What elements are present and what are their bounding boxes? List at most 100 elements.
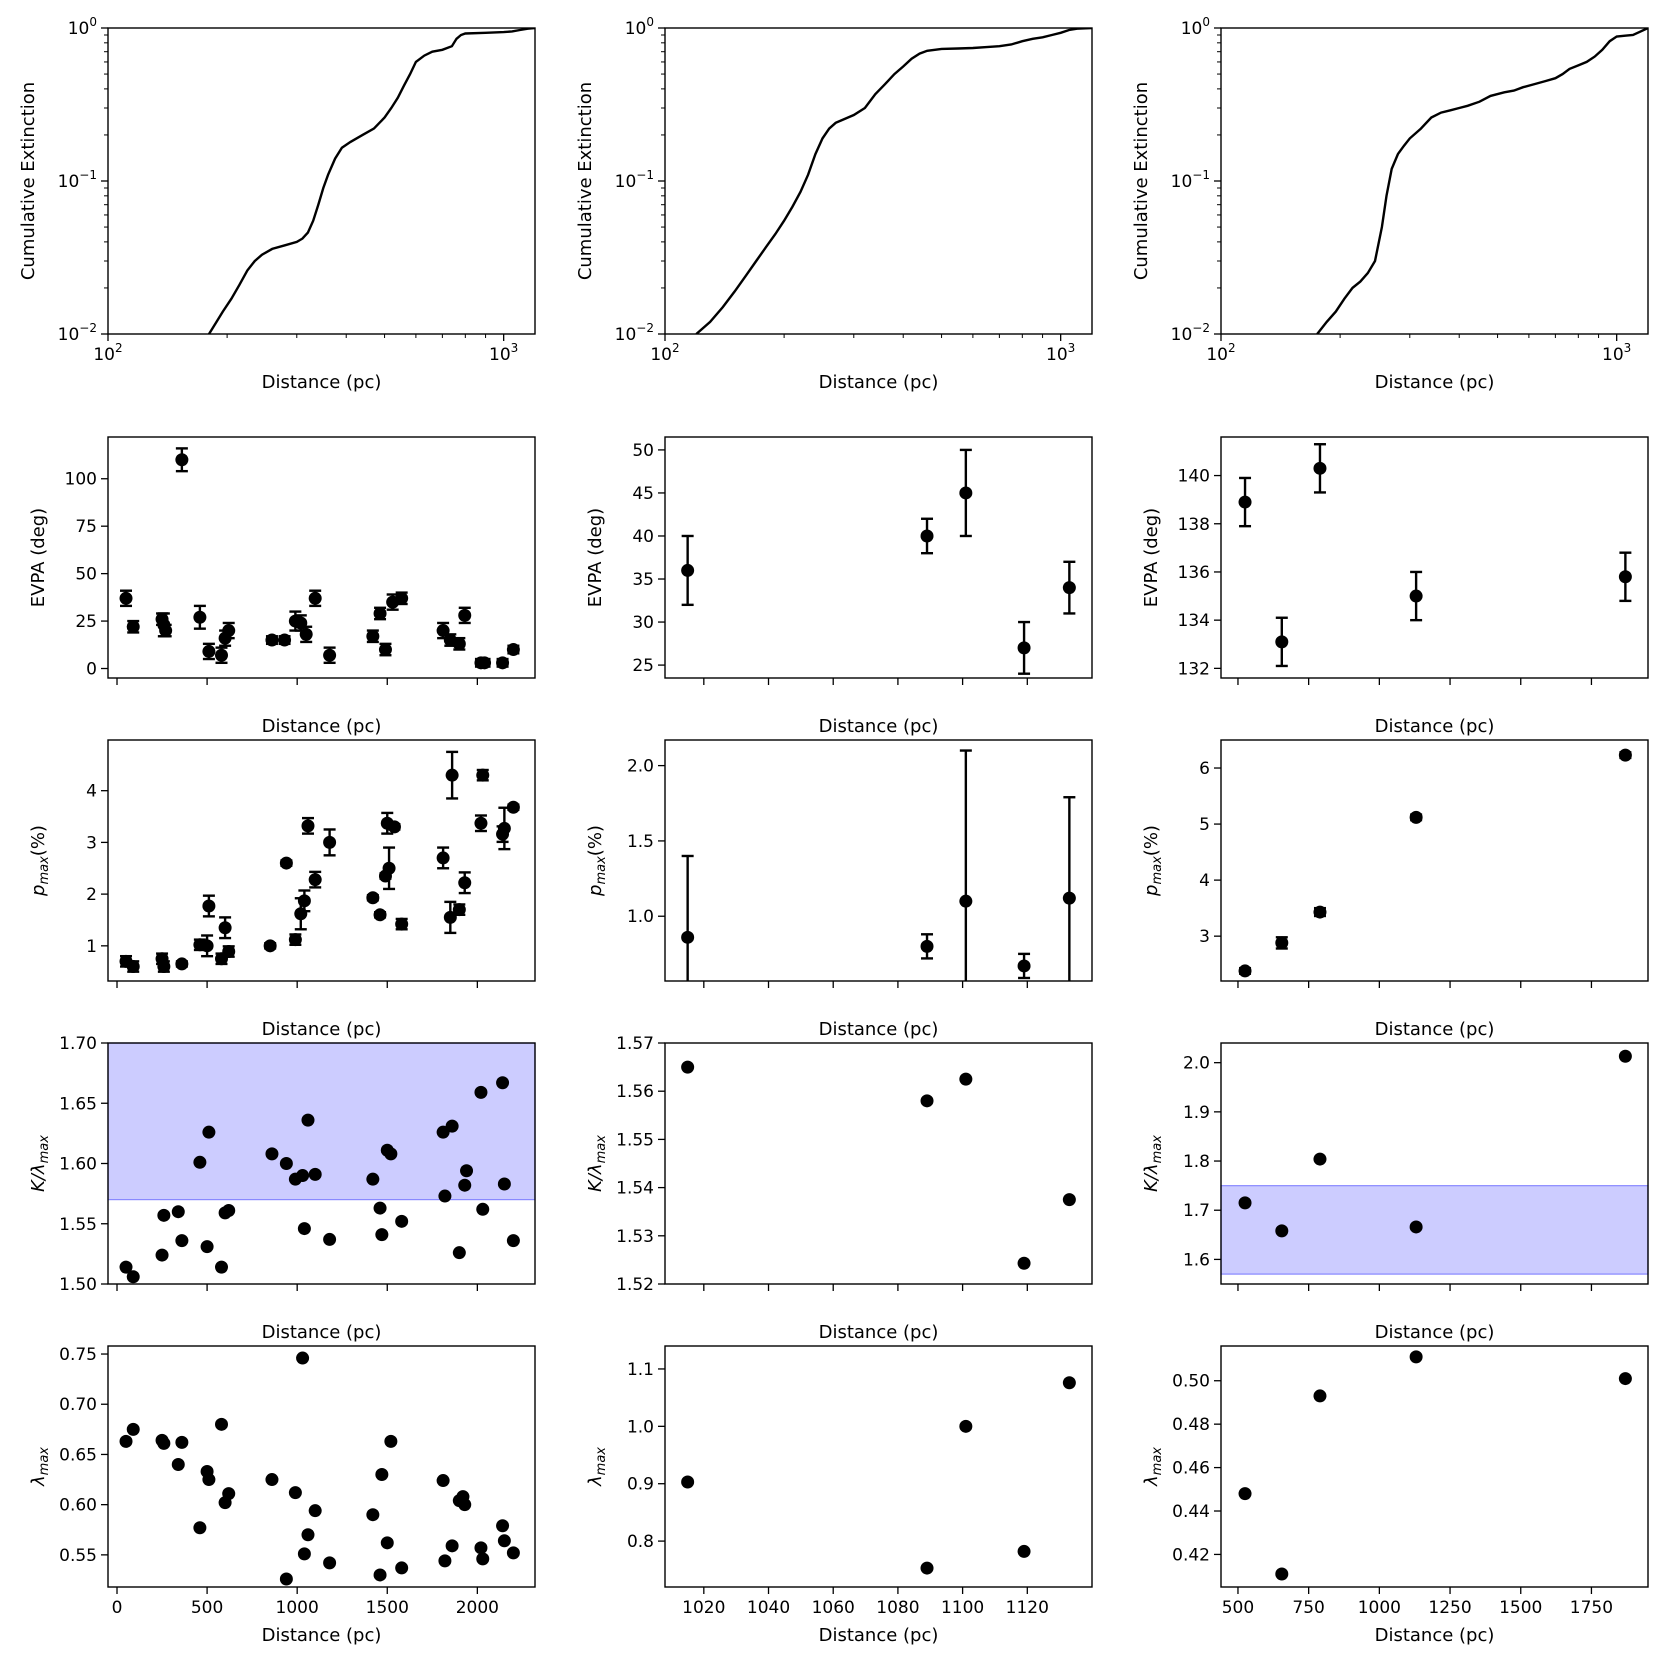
y-tick-label: 0.70 <box>59 1395 97 1415</box>
data-point <box>1062 891 1076 905</box>
x-tick-label: 1000 <box>276 1598 319 1618</box>
y-tick-label: 1.53 <box>616 1227 654 1247</box>
x-tick-label: 500 <box>1222 1598 1254 1618</box>
data-point <box>474 816 488 830</box>
data-layer <box>119 750 520 974</box>
x-tick-label: 1500 <box>366 1598 409 1618</box>
data-point <box>1618 570 1632 584</box>
data-layer <box>1316 28 1648 334</box>
x-tick-label: 500 <box>191 1598 223 1618</box>
data-point <box>297 894 311 908</box>
panel-p2: 102 103 10−2 10−1 100 Distance (pc) Cumulative… <box>575 15 1093 393</box>
data-point <box>458 1498 472 1512</box>
data-point <box>202 899 216 913</box>
data-point <box>920 1561 934 1575</box>
y-tick-label: 134 <box>1178 611 1210 631</box>
data-point <box>299 627 313 641</box>
y-tick-label: 5 <box>1199 815 1210 835</box>
panel-p14: 1020 1040 1060 1080 1100 1120 0.8 0.9 1.0 1.1 Dist… <box>585 1345 1093 1646</box>
data-point <box>681 930 695 944</box>
y-tick-label: 100 <box>68 15 97 39</box>
data-point <box>308 1504 322 1518</box>
y-axis-label: λmax <box>1141 1447 1165 1487</box>
data-point <box>288 933 302 947</box>
y-axis-label: pmax(%) <box>585 825 609 897</box>
y-tick-label: 1.8 <box>1183 1152 1210 1172</box>
data-point <box>1275 936 1289 950</box>
y-tick-label: 10−2 <box>1171 321 1210 345</box>
data-point <box>323 1556 337 1570</box>
y-tick-label: 1.55 <box>59 1215 97 1235</box>
data-point <box>126 1270 140 1284</box>
data-point <box>157 1208 171 1222</box>
data-point <box>920 939 934 953</box>
y-axis-label: λmax <box>585 1447 609 1487</box>
data-point <box>496 1519 510 1533</box>
data-point <box>1275 1567 1289 1581</box>
y-tick-label: 1.6 <box>1183 1250 1210 1270</box>
data-point <box>193 1521 207 1535</box>
panel-p3: 102 103 10−2 10−1 100 Distance (pc) Cumulative… <box>1131 15 1649 393</box>
data-point <box>366 891 380 905</box>
data-point <box>681 563 695 577</box>
y-tick-label: 0.44 <box>1172 1502 1210 1522</box>
data-point <box>474 1085 488 1099</box>
data-point <box>506 1234 520 1248</box>
data-point <box>384 1147 398 1161</box>
y-tick-label: 1.56 <box>616 1082 654 1102</box>
y-tick-label: 0.60 <box>59 1496 97 1516</box>
panel-p10: 1.50 1.55 1.60 1.65 1.70 Distance (pc) K/λmax <box>28 1034 536 1343</box>
x-tick-label: 0 <box>112 1598 123 1618</box>
y-tick-label: 45 <box>632 484 654 504</box>
y-tick-label: 3 <box>1199 927 1210 947</box>
data-point <box>959 1419 973 1433</box>
data-point <box>200 939 214 953</box>
data-layer <box>1238 1049 1632 1238</box>
data-point <box>395 1214 409 1228</box>
data-point <box>279 1157 293 1170</box>
y-tick-label: 0.48 <box>1172 1415 1210 1435</box>
y-tick-label: 100 <box>625 15 654 39</box>
data-point <box>159 624 173 638</box>
y-tick-label: 1.0 <box>627 1417 654 1437</box>
axes-frame <box>664 739 1093 982</box>
data-point <box>1017 641 1031 655</box>
y-tick-label: 136 <box>1178 563 1210 583</box>
data-point <box>366 1172 380 1186</box>
x-tick-label: 1060 <box>812 1598 855 1618</box>
y-tick-label: 75 <box>75 517 97 537</box>
y-tick-label: 50 <box>632 441 654 461</box>
y-tick-label: 10−1 <box>615 168 654 192</box>
data-point <box>478 656 492 670</box>
x-axis-label: Distance (pc) <box>262 1019 382 1040</box>
data-point <box>1409 1220 1423 1234</box>
data-point <box>1313 461 1327 475</box>
data-point <box>681 1060 695 1074</box>
data-point <box>1238 1487 1252 1501</box>
data-layer <box>681 1060 1076 1270</box>
data-point <box>506 643 520 657</box>
data-point <box>1275 1224 1289 1238</box>
data-point <box>119 591 133 605</box>
y-axis-label: Cumulative Extinction <box>575 82 596 280</box>
data-point <box>496 1076 510 1090</box>
data-point <box>959 1072 973 1086</box>
y-tick-label: 2.0 <box>1183 1054 1210 1074</box>
y-tick-label: 1.52 <box>616 1275 654 1295</box>
data-point <box>506 800 520 814</box>
x-tick-label: 1040 <box>747 1598 790 1618</box>
axes-frame <box>107 27 536 335</box>
x-tick-label: 102 <box>93 341 122 365</box>
data-point <box>438 1554 452 1568</box>
data-point <box>681 1475 695 1489</box>
data-point <box>171 1457 185 1471</box>
data-point <box>497 1177 511 1191</box>
data-point <box>959 486 973 500</box>
y-tick-label: 2 <box>86 885 97 905</box>
data-point <box>1017 1256 1031 1270</box>
axes-frame <box>1220 1042 1649 1285</box>
panel-p15: 500 750 1000 1250 1500 1750 0.42 0.44 0.46 0.48 0.… <box>1141 1345 1649 1646</box>
y-tick-label: 100 <box>65 470 97 490</box>
axes-frame <box>1220 1345 1649 1588</box>
axes-frame <box>664 27 1093 335</box>
